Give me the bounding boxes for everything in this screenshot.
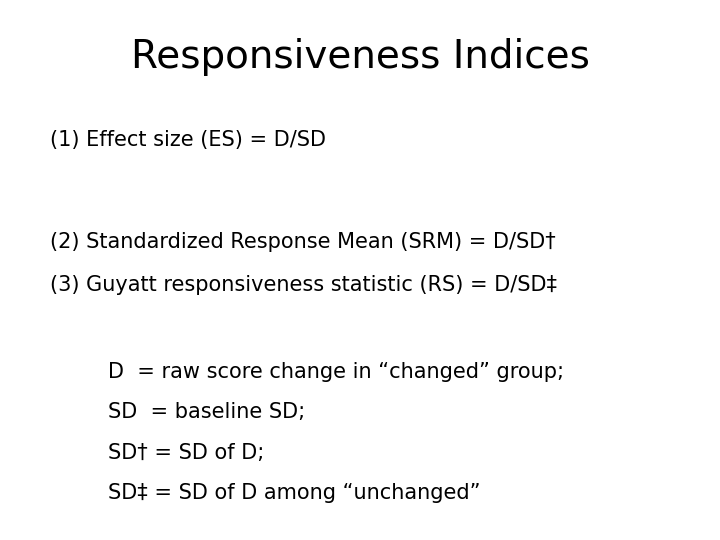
Text: D  = raw score change in “changed” group;: D = raw score change in “changed” group; [108, 362, 564, 382]
Text: SD  = baseline SD;: SD = baseline SD; [108, 402, 305, 422]
Text: Responsiveness Indices: Responsiveness Indices [130, 38, 590, 76]
Text: (2) Standardized Response Mean (SRM) = D/SD†: (2) Standardized Response Mean (SRM) = D… [50, 232, 556, 252]
Text: SD† = SD of D;: SD† = SD of D; [108, 443, 264, 463]
Text: (1) Effect size (ES) = D/SD: (1) Effect size (ES) = D/SD [50, 130, 326, 150]
Text: SD‡ = SD of D among “unchanged”: SD‡ = SD of D among “unchanged” [108, 483, 480, 503]
Text: (3) Guyatt responsiveness statistic (RS) = D/SD‡: (3) Guyatt responsiveness statistic (RS)… [50, 275, 557, 295]
